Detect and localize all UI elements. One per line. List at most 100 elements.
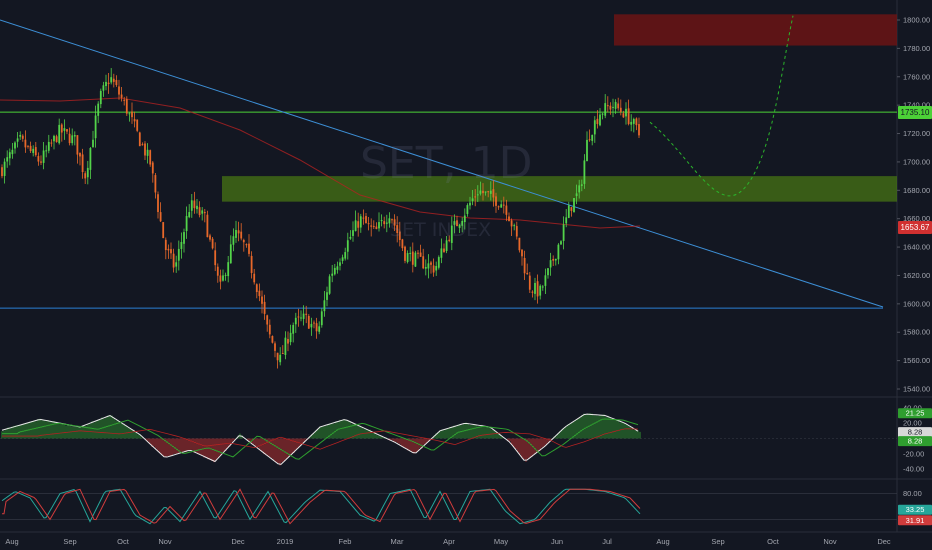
candle-body [110,77,113,83]
candle-body [102,85,105,91]
stoch-k-line [1,488,641,525]
time-axis-label: 2019 [277,537,294,546]
candle-body [398,231,401,240]
candle-body [482,190,484,194]
candle-body [118,86,120,95]
price-tick-label: 1660.00 [903,214,930,223]
candle-body [604,103,607,116]
candle-body [42,150,45,163]
time-axis-label: Mar [391,537,404,546]
candle-body [279,354,282,363]
candle-body [172,253,175,268]
candle-body [86,167,89,178]
candle-body [242,239,245,243]
candle-body [354,220,357,232]
candle-body [107,82,110,85]
macd-tick-label: -20.00 [903,449,924,458]
candle-body [112,78,115,82]
candle-body [526,272,529,275]
candle-body [474,196,477,198]
candle-body [297,316,300,318]
candle-body [619,107,622,112]
candle-body [552,258,555,261]
candle-body [167,248,170,251]
candle-body [268,324,271,335]
candle-body [510,220,513,227]
candle-body [19,135,22,137]
candle-body [45,150,48,152]
moving-average-line [0,97,641,229]
candle-body [310,323,313,328]
candle-body [560,241,562,245]
candle-body [404,246,406,261]
candle-body [313,322,315,324]
candle-body [105,81,107,87]
candle-body [97,103,100,116]
candle-body [253,273,256,283]
candle-body [157,194,159,213]
price-tick-label: 1740.00 [903,101,930,110]
time-axis-label: Sep [63,537,76,546]
candle-body [513,225,516,227]
candle-body [435,266,438,271]
candle-body [370,225,373,227]
candle-body [625,108,627,117]
candle-body [120,94,123,98]
time-axis-label: Sep [711,537,724,546]
stoch-d-line [2,488,641,525]
price-tick-label: 1760.00 [903,72,930,81]
candle-body [53,135,55,142]
candle-body [461,220,464,226]
candle-body [453,221,456,225]
candle-body [214,250,217,266]
candle-body [328,276,331,294]
candle-body [443,248,445,253]
candle-body [73,135,76,137]
candle-body [32,148,35,153]
candle-body [29,145,32,152]
candle-body [170,249,172,254]
macd-line [1,413,639,465]
price-tick-label: 1540.00 [903,385,930,394]
candle-body [81,154,84,173]
candle-body [500,204,503,208]
ma-price-label: 1653.67 [898,221,932,235]
candle-body [437,257,440,268]
candle-body [484,191,487,193]
candle-body [211,238,214,249]
candle-body [294,317,297,325]
candle-body [154,175,157,193]
candle-body [287,339,289,344]
candle-body [284,337,287,355]
candle-body [232,236,235,245]
stoch-value-label: 31.91 [906,516,925,525]
demand-zone [222,176,897,202]
candle-body [151,162,154,174]
candle-body [362,217,365,219]
time-axis-label: Dec [231,537,245,546]
candle-body [323,300,326,312]
candle-body [14,142,16,149]
candle-body [180,241,183,249]
candle-body [567,205,570,218]
candle-body [396,225,399,233]
price-tick-label: 1720.00 [903,129,930,138]
candle-body [450,225,453,243]
candle-body [575,193,578,197]
candle-body [333,267,336,275]
candle-body [549,260,552,268]
macd-histogram [1,413,641,466]
time-axis-label: Nov [158,537,172,546]
candle-body [606,105,609,107]
candle-body [578,185,581,193]
time-axis-label: Jul [602,537,612,546]
candle-body [635,118,638,126]
candle-body [66,129,68,132]
candle-body [365,216,367,224]
candle-body [84,173,87,179]
candle-body [487,191,490,193]
candle-body [125,99,128,114]
candle-body [385,222,388,224]
candle-body [336,266,339,270]
